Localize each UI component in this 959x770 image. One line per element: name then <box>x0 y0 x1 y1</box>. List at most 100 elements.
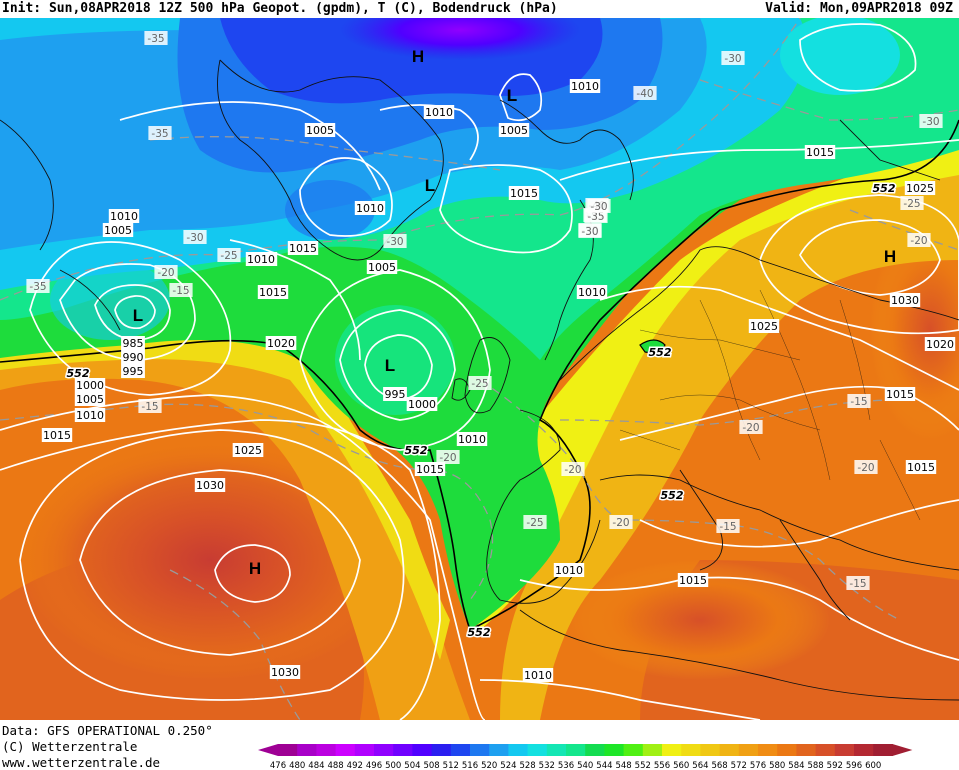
svg-text:-15: -15 <box>141 401 158 413</box>
svg-text:1025: 1025 <box>750 320 778 333</box>
temperature-label: -20 <box>854 460 878 474</box>
colorbar-swatch <box>489 744 509 756</box>
colorbar-tick: 504 <box>404 761 420 770</box>
temperature-label: -30 <box>383 234 407 248</box>
geopotential-552-island <box>639 339 666 354</box>
greenland-cold-pool <box>285 180 375 240</box>
svg-text:-15: -15 <box>850 396 867 408</box>
svg-text:-15: -15 <box>849 578 866 590</box>
svg-text:-20: -20 <box>742 422 759 434</box>
isobar-label: 1010 <box>576 285 608 299</box>
svg-text:1030: 1030 <box>196 479 224 492</box>
svg-text:1005: 1005 <box>368 261 396 274</box>
temperature-label: -30 <box>721 51 745 65</box>
init-title: Init: Sun,08APR2018 12Z 500 hPa Geopot. … <box>2 1 558 16</box>
isobar-label: 1015 <box>287 241 319 255</box>
svg-text:1030: 1030 <box>891 294 919 307</box>
svg-text:-25: -25 <box>903 198 920 210</box>
colorbar-swatch <box>354 744 375 756</box>
isobar-label: 985 <box>121 336 145 350</box>
isobar-label: 1005 <box>304 123 336 137</box>
colorbar-swatch <box>412 744 433 756</box>
svg-text:-35: -35 <box>147 33 164 45</box>
svg-text:985: 985 <box>123 337 144 350</box>
svg-text:-30: -30 <box>590 201 607 213</box>
colorbar-swatch <box>700 744 721 756</box>
svg-text:1010: 1010 <box>76 409 104 422</box>
colorbar-swatch <box>681 744 701 756</box>
isobar-label: 1005 <box>74 392 106 406</box>
colorbar-tick: 564 <box>692 761 708 770</box>
temperature-label: -20 <box>154 265 178 279</box>
isobar-label: 1010 <box>354 201 386 215</box>
svg-text:-30: -30 <box>186 232 203 244</box>
colorbar-swatch <box>508 744 529 756</box>
data-source: Data: GFS OPERATIONAL 0.250° <box>2 723 213 738</box>
isobar-label: 1010 <box>553 563 585 577</box>
east-warm-core <box>870 220 959 440</box>
isobar-label: 1010 <box>423 105 455 119</box>
svg-text:-35: -35 <box>151 128 168 140</box>
isobar-label: 1020 <box>265 336 297 350</box>
colorbar-swatch <box>719 744 740 756</box>
colorbar-swatch <box>450 744 471 756</box>
svg-text:-15: -15 <box>172 285 189 297</box>
isobar-label: 990 <box>121 350 145 364</box>
colorbar-tick: 520 <box>481 761 497 770</box>
colorbar-right-arrow <box>892 744 913 756</box>
weather-map: 1010 1005 1010 1015 1010 1020 1005 1010 1005 1015… <box>0 18 959 720</box>
svg-text:1015: 1015 <box>886 388 914 401</box>
svg-text:-25: -25 <box>220 250 237 262</box>
low-pressure-center: L <box>385 356 395 375</box>
colorbar-tick: 540 <box>577 761 593 770</box>
colorbar-swatch <box>527 744 548 756</box>
isobar-label: 1015 <box>905 460 937 474</box>
colorbar-tick: 592 <box>827 761 843 770</box>
colorbar-swatch <box>316 744 337 756</box>
colorbar-tick: 476 <box>270 761 286 770</box>
temperature-label: -20 <box>609 515 633 529</box>
svg-text:1025: 1025 <box>906 182 934 195</box>
colorbar-tick: 600 <box>865 761 881 770</box>
colorbar-swatch <box>604 744 625 756</box>
temperature-label: -15 <box>716 519 740 533</box>
colorbar-tick: 488 <box>327 761 343 770</box>
colorbar-tick: 580 <box>769 761 785 770</box>
temperature-label: -30 <box>183 230 207 244</box>
temperature-label: -20 <box>907 233 931 247</box>
colorbar-swatch <box>738 744 759 756</box>
colorbar-swatch <box>374 744 394 756</box>
temperature-label: -25 <box>900 196 924 210</box>
copyright: (C) Wetterzentrale <box>2 739 138 754</box>
svg-text:-30: -30 <box>386 236 403 248</box>
temperature-label: -30 <box>578 224 602 238</box>
low-pressure-center: L <box>507 86 517 105</box>
colorbar-swatch <box>546 744 567 756</box>
colorbar-tick: 584 <box>788 761 804 770</box>
colorbar-tick: 536 <box>558 761 574 770</box>
svg-text:-20: -20 <box>857 462 874 474</box>
svg-text:-25: -25 <box>526 517 543 529</box>
isobar-label: 1025 <box>232 443 264 457</box>
colorbar-swatch <box>662 744 682 756</box>
temperature-label: -20 <box>739 420 763 434</box>
labrador-cold-pool <box>50 260 170 340</box>
high-pressure-center: H <box>884 247 896 266</box>
sahara-warm-core <box>570 560 830 680</box>
geopotential-label: 552 <box>67 367 90 380</box>
isobar-label: 1015 <box>884 387 916 401</box>
isobar-label: 1000 <box>74 378 106 392</box>
low-pressure-center: L <box>425 176 435 195</box>
colorbar-swatch <box>834 744 855 756</box>
svg-text:-40: -40 <box>636 88 653 100</box>
colorbar-swatch <box>297 744 317 756</box>
svg-text:1015: 1015 <box>679 574 707 587</box>
temperature-label: -25 <box>217 248 241 262</box>
colorbar-tick: 484 <box>308 761 324 770</box>
geopotential-label: 552 <box>649 346 672 359</box>
arctic-east-cyan <box>780 18 900 95</box>
temperature-label: -25 <box>523 515 547 529</box>
svg-text:1015: 1015 <box>806 146 834 159</box>
high-pressure-center: H <box>249 559 261 578</box>
colorbar-swatch <box>431 744 452 756</box>
